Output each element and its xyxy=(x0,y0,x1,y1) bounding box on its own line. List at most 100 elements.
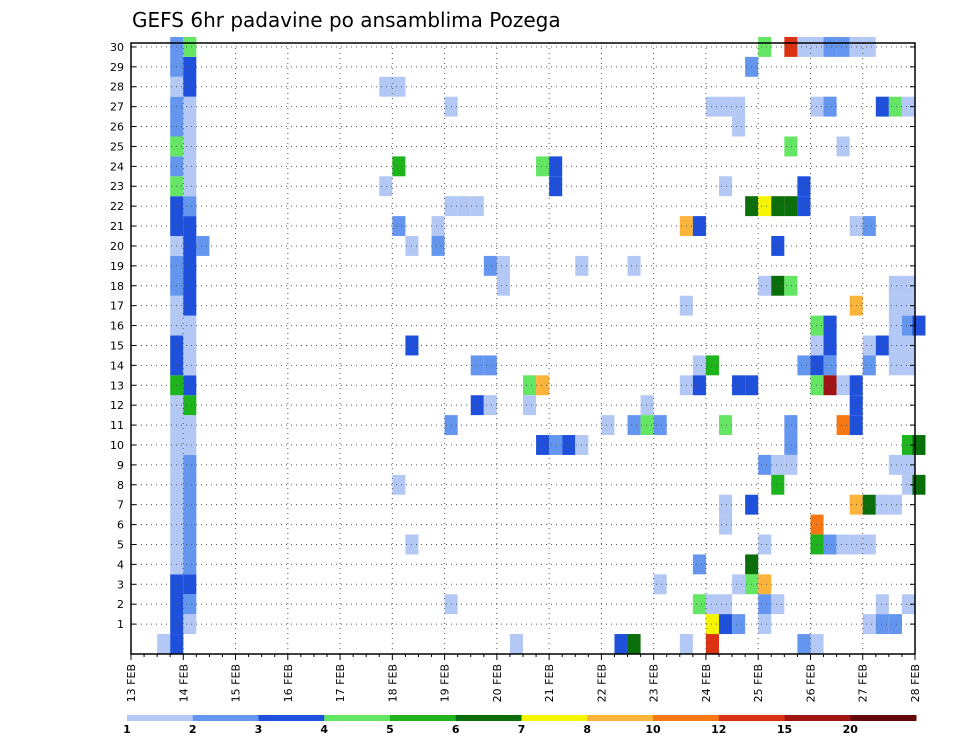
heatmap-cell xyxy=(183,415,197,436)
y-tick-label: 14 xyxy=(110,359,124,372)
colorbar-label: 4 xyxy=(320,723,328,736)
x-tick-label: 20 FEB xyxy=(491,664,504,702)
heatmap-cell xyxy=(719,415,733,436)
heatmap-cell xyxy=(784,415,798,436)
colorbar-label: 2 xyxy=(189,723,197,736)
y-tick-label: 19 xyxy=(110,260,124,273)
heatmap-cell xyxy=(392,474,406,495)
heatmap-cell xyxy=(170,335,184,376)
heatmap-cell xyxy=(170,36,184,77)
plot-frame xyxy=(130,42,916,655)
y-tick-label: 5 xyxy=(117,538,124,551)
heatmap-cell xyxy=(823,335,837,356)
heatmap-cell xyxy=(784,196,798,217)
heatmap-cell xyxy=(862,355,876,376)
heatmap-cell xyxy=(901,435,915,455)
heatmap-cell xyxy=(183,315,197,376)
heatmap-cell xyxy=(901,474,915,495)
heatmap-cell xyxy=(183,36,197,57)
heatmap-cell xyxy=(627,255,641,276)
x-tick-label: 14 FEB xyxy=(177,664,190,702)
heatmap-cell xyxy=(823,375,837,396)
heatmap-cell xyxy=(901,335,915,356)
heatmap-cell xyxy=(901,96,915,117)
colorbar-label: 15 xyxy=(777,723,792,736)
colorbar-label: 5 xyxy=(386,723,394,736)
heatmap-cell xyxy=(836,136,850,157)
heatmap-cell xyxy=(483,355,497,376)
colorbar-swatch xyxy=(521,715,588,721)
y-tick-label: 30 xyxy=(110,41,124,54)
heatmap-cell xyxy=(875,614,889,635)
heatmap-cell xyxy=(784,454,798,475)
heatmap-cell xyxy=(392,216,406,237)
colorbar-swatch xyxy=(127,715,194,721)
heatmap-cell xyxy=(170,634,184,654)
heatmap-cell xyxy=(862,614,876,635)
heatmap-cell xyxy=(888,275,902,296)
heatmap-cell xyxy=(496,255,510,276)
heatmap-cell xyxy=(523,395,537,416)
heatmap-cell xyxy=(901,295,915,316)
y-tick-label: 12 xyxy=(110,399,124,412)
heatmap-cell xyxy=(732,375,746,396)
heatmap-cell xyxy=(719,614,733,635)
colorbar-swatch xyxy=(192,715,259,721)
heatmap-cell xyxy=(483,395,497,416)
heatmap-cell xyxy=(640,415,654,436)
heatmap-cell xyxy=(758,36,772,57)
heatmap-cell xyxy=(836,375,850,396)
heatmap-cell xyxy=(457,196,471,217)
heatmap-cell xyxy=(797,176,811,197)
colorbar-swatch xyxy=(784,715,851,721)
y-tick-label: 2 xyxy=(117,598,124,611)
heatmap-cell xyxy=(640,395,654,416)
y-tick-label: 18 xyxy=(110,280,124,293)
heatmap-cell xyxy=(170,295,184,336)
heatmap-cell xyxy=(562,435,576,455)
heatmap-cell xyxy=(496,275,510,296)
heatmap-cell xyxy=(732,574,746,595)
y-tick-label: 26 xyxy=(110,121,124,134)
heatmap-cell xyxy=(875,494,889,515)
heatmap-cell xyxy=(823,315,837,336)
x-tick-label: 18 FEB xyxy=(386,664,399,702)
y-tick-label: 9 xyxy=(117,459,124,472)
heatmap-cell xyxy=(797,36,811,57)
x-tick-label: 23 FEB xyxy=(648,664,661,702)
heatmap-cell xyxy=(183,216,197,316)
y-tick-label: 8 xyxy=(117,479,124,492)
heatmap-cell xyxy=(823,96,837,117)
colorbar-label: 10 xyxy=(645,723,661,736)
heatmap-cell xyxy=(901,355,915,376)
heatmap-cell xyxy=(470,395,484,416)
colorbar-label: 1 xyxy=(123,723,131,736)
heatmap-cell xyxy=(901,315,915,336)
colorbar-swatch xyxy=(258,715,325,721)
colorbar-swatch xyxy=(390,715,457,721)
heatmap-cell xyxy=(732,96,746,117)
heatmap-cell xyxy=(719,96,733,117)
heatmap-cell xyxy=(732,116,746,137)
y-tick-label: 29 xyxy=(110,61,124,74)
y-tick-label: 27 xyxy=(110,101,124,114)
heatmap-cell xyxy=(692,554,706,575)
heatmap-cell xyxy=(536,375,550,396)
heatmap-cell xyxy=(692,355,706,376)
heatmap-cell xyxy=(431,216,445,237)
heatmap-cell xyxy=(719,494,733,515)
heatmap-cell xyxy=(170,255,184,296)
heatmap-cell xyxy=(523,375,537,396)
heatmap-cell xyxy=(758,614,772,635)
heatmap-cell xyxy=(797,196,811,217)
heatmap-cell xyxy=(601,415,615,436)
colorbar-swatch xyxy=(587,715,654,721)
colorbar-label: 3 xyxy=(255,723,263,736)
heatmap-cell xyxy=(771,275,785,296)
heatmap-cell xyxy=(836,36,850,57)
heatmap-cell xyxy=(719,594,733,615)
heatmap-cell xyxy=(758,275,772,296)
heatmap-cell xyxy=(862,494,876,515)
y-tick-label: 11 xyxy=(110,419,124,432)
